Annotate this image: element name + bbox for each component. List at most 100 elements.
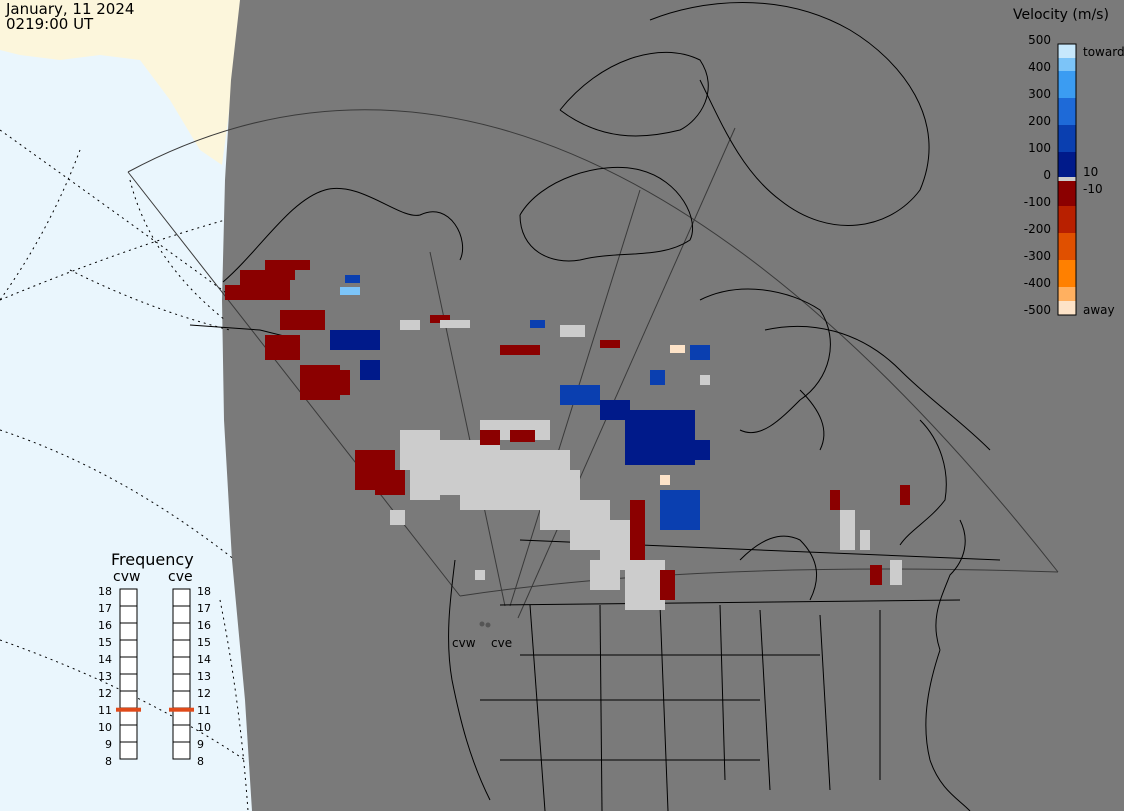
radar-site-cve	[485, 622, 491, 628]
date-label: January, 11 2024	[6, 0, 135, 18]
radar-cell	[900, 485, 910, 505]
radar-cell	[860, 530, 870, 550]
velocity-tick: 500	[1028, 33, 1051, 47]
freq-scale-left: 18	[98, 585, 112, 598]
freq-scale-left: 16	[98, 619, 112, 632]
radar-cell	[480, 430, 500, 445]
coastlines	[189, 2, 1001, 811]
freq-scale-left: 10	[98, 721, 112, 734]
radar-site-cvw	[479, 621, 485, 627]
radar-fov	[127, 109, 1059, 619]
velocity-tick: -500	[1023, 303, 1051, 317]
radar-cell	[400, 430, 440, 470]
velocity-tick: 400	[1028, 60, 1051, 74]
radar-cell	[625, 410, 695, 465]
freq-scale-left: 14	[98, 653, 112, 666]
frequency-radar-cve: cve	[168, 569, 193, 585]
radar-cell	[590, 560, 620, 590]
radar-cell	[280, 310, 325, 330]
radar-cell	[440, 440, 500, 495]
radar-cell	[870, 565, 882, 585]
velocity-legend-title: Velocity (m/s)	[1013, 7, 1109, 23]
velocity-tick: -100	[1023, 195, 1051, 209]
radar-cell	[390, 510, 405, 525]
radar-cell	[320, 370, 350, 395]
radar-cell	[625, 560, 665, 610]
radar-cell	[530, 320, 545, 328]
frequency-columns	[116, 588, 194, 760]
freq-scale-left: 15	[98, 636, 112, 649]
velocity-tick: -300	[1023, 249, 1051, 263]
toward-label: toward	[1083, 45, 1124, 59]
freq-scale-right: 17	[197, 602, 211, 615]
site-label-cve: cve	[491, 636, 513, 650]
freq-scale-right: 9	[197, 738, 204, 751]
freq-scale-right: 18	[197, 585, 211, 598]
velocity-colorbar	[1057, 43, 1077, 316]
freq-scale-right: 8	[197, 755, 204, 768]
freq-scale-left: 12	[98, 687, 112, 700]
radar-cell	[265, 260, 295, 280]
radar-cell	[295, 260, 310, 270]
radar-cell	[510, 430, 535, 442]
freq-scale-left: 11	[98, 704, 112, 717]
site-label-cvw: cvw	[452, 636, 476, 650]
radar-cell	[400, 320, 420, 330]
frequency-marker-cve	[169, 707, 194, 712]
freq-scale-right: 13	[197, 670, 211, 683]
velocity-tick: -400	[1023, 276, 1051, 290]
radar-cell	[830, 490, 840, 510]
radar-cell	[265, 335, 300, 360]
frequency-title: Frequency	[111, 550, 194, 569]
radar-cell	[430, 315, 450, 323]
velocity-tick: 300	[1028, 87, 1051, 101]
radar-cell	[475, 570, 485, 580]
freq-scale-left: 9	[105, 738, 112, 751]
radar-cell	[650, 370, 665, 385]
pos-threshold-label: 10	[1083, 165, 1099, 179]
lat-lon-grid	[0, 129, 249, 811]
freq-scale-right: 10	[197, 721, 211, 734]
radar-cell	[560, 385, 600, 405]
sea-ice	[0, 0, 240, 165]
radar-cell	[600, 400, 630, 420]
radar-cell	[670, 345, 685, 353]
freq-scale-right: 12	[197, 687, 211, 700]
radar-cell	[330, 330, 380, 350]
velocity-cells	[225, 260, 910, 610]
radar-cell	[560, 325, 585, 337]
radar-cell	[680, 510, 700, 530]
radar-cell	[225, 285, 250, 300]
radar-cell	[660, 570, 675, 600]
radar-cell	[410, 470, 440, 500]
time-label: 0219:00 UT	[6, 15, 94, 33]
radar-cell	[700, 375, 710, 385]
freq-scale-left: 17	[98, 602, 112, 615]
radar-cell	[340, 287, 360, 295]
radar-cell	[375, 470, 405, 495]
velocity-tick: 0	[1043, 168, 1051, 182]
freq-scale-right: 15	[197, 636, 211, 649]
radar-cell	[890, 560, 902, 585]
radar-cell	[460, 490, 520, 510]
radar-cell	[690, 440, 710, 460]
radar-cell	[660, 475, 670, 485]
radar-cell	[690, 345, 710, 360]
freq-scale-left: 13	[98, 670, 112, 683]
velocity-tick: -200	[1023, 222, 1051, 236]
radar-cell	[600, 340, 620, 348]
frequency-radar-cvw: cvw	[113, 569, 141, 585]
radar-cell	[440, 320, 470, 328]
radar-cell	[360, 360, 380, 380]
freq-scale-left: 8	[105, 755, 112, 768]
away-label: away	[1083, 303, 1115, 317]
radar-cell	[840, 510, 855, 550]
neg-threshold-label: -10	[1083, 182, 1103, 196]
velocity-tick: 100	[1028, 141, 1051, 155]
radar-cell	[630, 500, 645, 560]
freq-scale-right: 14	[197, 653, 211, 666]
frequency-marker-cvw	[116, 707, 141, 712]
land-area	[222, 0, 1124, 811]
freq-scale-right: 16	[197, 619, 211, 632]
